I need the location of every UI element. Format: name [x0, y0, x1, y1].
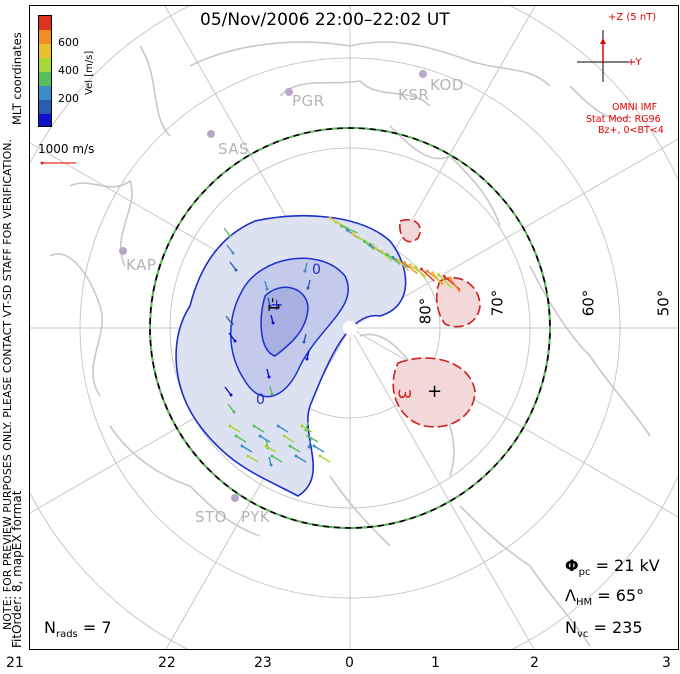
contour-label-negative: -1 [264, 297, 283, 313]
convection-map: + + [30, 6, 678, 649]
legend-seg-6 [39, 100, 51, 114]
positive-potential-cells [392, 219, 481, 428]
legend-tick-600: 600 [58, 36, 79, 49]
latitude-label-70: 70° [488, 289, 507, 317]
legend-seg-4 [39, 72, 51, 86]
scale-vector [40, 161, 76, 165]
nrads-value: = 7 [82, 618, 112, 637]
legend-seg-5 [39, 86, 51, 100]
mlt-label-23: 23 [254, 655, 272, 671]
mlt-label-1: 1 [431, 655, 440, 671]
velocity-vectors [223, 216, 461, 467]
nvc-value: = 235 [593, 618, 643, 637]
station-label-ksr: KSR [398, 86, 430, 104]
lambda-hm-subscript: HM [575, 597, 593, 609]
nrads-subscript: rads [55, 629, 78, 641]
map-frame: + + 05/Nov/2006 22:00–22:02 UT PGR KOD K… [29, 5, 679, 650]
nrads-symbol: N [44, 618, 56, 637]
preview-note: NOTE: FOR PREVIEW PURPOSES ONLY. PLEASE … [1, 138, 14, 630]
contour-label-zero-b: 0 [256, 392, 265, 408]
mlt-label-3: 3 [662, 655, 671, 671]
phi-pc-value: = 21 kV [595, 556, 660, 575]
legend-tick-200: 200 [58, 92, 79, 105]
legend-tick-400: 400 [58, 64, 79, 77]
station-label-sas: SAS [218, 140, 250, 158]
lambda-hm-value: = 65° [597, 586, 645, 605]
legend-axis-label: Vel [m/s] [84, 50, 95, 95]
negative-contour-inner-2 [260, 286, 309, 357]
latitude-label-50: 50° [654, 289, 673, 317]
imf-y-label: +Y [627, 57, 642, 68]
station-label-pyk: PYK [241, 508, 271, 526]
contour-label-zero-a: 0 [312, 262, 321, 278]
imf-z-label: +Z (5 nT) [608, 12, 657, 23]
station-label-sto: STO [195, 508, 227, 526]
nvc-symbol: N [565, 618, 577, 637]
station-label-kod: KOD [430, 76, 464, 94]
stat-nvc: Nvc = 235 [565, 618, 643, 640]
mlt-label-22: 22 [158, 655, 176, 671]
velocity-color-bar [38, 15, 52, 127]
phi-pc-subscript: pc [578, 567, 591, 579]
imf-source: OMNI IMF [612, 102, 658, 113]
page-title: 05/Nov/2006 22:00–22:02 UT [200, 10, 450, 30]
legend-seg-3 [39, 58, 51, 72]
latitude-label-60: 60° [579, 289, 598, 317]
station-label-kap: KAP [126, 256, 157, 274]
scale-vector-label: 1000 m/s [38, 142, 95, 156]
phi-pc-symbol: Φ [565, 556, 579, 575]
imf-condition: Bz+, 0<BT<4 [598, 125, 664, 136]
imf-stat-mod: Stat Mod: RG96 [586, 114, 661, 125]
negative-cell-center-marker: + [270, 295, 283, 314]
imf-clock-dial [577, 30, 635, 82]
stat-nrads: Nrads = 7 [44, 618, 112, 640]
legend-seg-2 [39, 44, 51, 58]
radar-station-markers [119, 70, 427, 502]
mlt-label-0: 0 [345, 655, 354, 671]
mlt-label-2: 2 [530, 655, 539, 671]
mlt-label-21: 21 [6, 655, 24, 671]
heppner-maynard-boundary-dash [149, 127, 551, 529]
positive-cell-center-marker: + [427, 381, 442, 402]
magnetic-pole [343, 321, 357, 335]
stat-phi-pc: Φpc = 21 kV [565, 556, 660, 578]
legend-seg-1 [39, 30, 51, 44]
lambda-hm-symbol: Λ [565, 586, 576, 605]
legend-seg-7 [39, 114, 51, 126]
station-label-pgr: PGR [292, 92, 325, 110]
nvc-subscript: vc [576, 629, 589, 641]
contour-label-positive: 3 [393, 388, 414, 400]
stat-lambda-hm: ΛHM = 65° [565, 586, 644, 608]
latitude-label-80: 80° [416, 297, 435, 325]
legend-seg-0 [39, 16, 51, 30]
mlt-coordinates-label: MLT coordinates [10, 32, 24, 125]
